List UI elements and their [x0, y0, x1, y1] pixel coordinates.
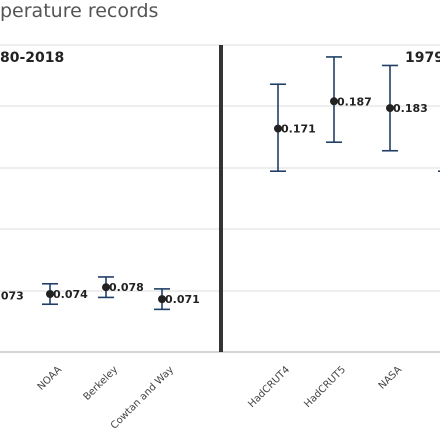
data-point	[102, 283, 110, 292]
data-point	[158, 295, 166, 304]
data-point	[330, 97, 338, 106]
data-marks: 0.073 0.074 0.078 0.071 0.171 0.187 0.183	[0, 56, 440, 311]
chart-title: perature records	[0, 0, 159, 22]
data-label: 0.074	[53, 288, 88, 301]
data-label: 0.073	[0, 290, 24, 303]
x-tick-label: HadCRUT4	[246, 364, 292, 410]
data-point	[386, 104, 394, 113]
x-tick-label: NOAA	[36, 364, 64, 392]
x-tick-label: NASA	[377, 364, 404, 391]
data-point	[274, 124, 282, 133]
data-label: 0.171	[281, 123, 316, 136]
panel-label-right: 1979	[405, 50, 440, 66]
data-point	[46, 290, 54, 299]
data-label: 0.071	[165, 293, 200, 306]
data-label: 0.078	[109, 281, 144, 294]
x-tick-label: Cowtan and Way	[109, 364, 176, 431]
data-label: 0.187	[337, 95, 372, 108]
data-label: 0.183	[393, 102, 428, 115]
x-tick-label: Berkeley	[82, 364, 121, 403]
x-tick-label: HadCRUT5	[302, 364, 348, 410]
panel-label-left: 80-2018	[0, 50, 64, 66]
